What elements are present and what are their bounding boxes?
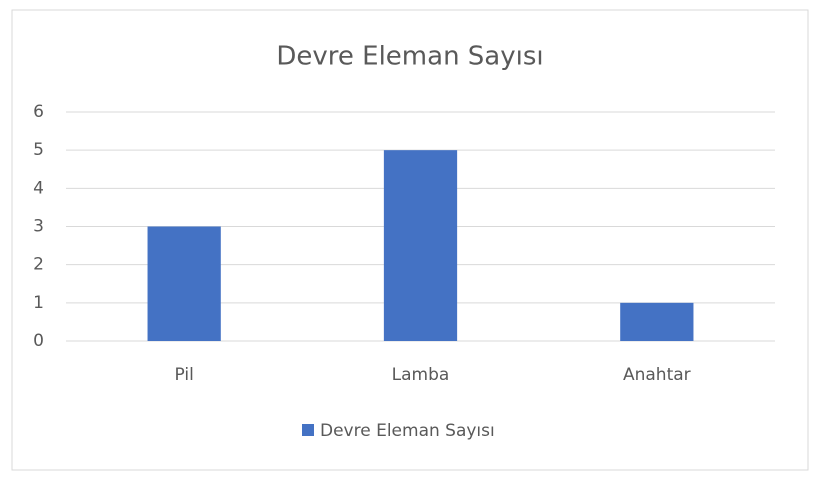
legend-label: Devre Eleman Sayısı xyxy=(320,421,495,441)
y-tick-label: 3 xyxy=(33,217,44,237)
y-tick-label: 4 xyxy=(33,178,44,198)
bar xyxy=(620,302,694,341)
x-tick-label: Pil xyxy=(175,365,194,385)
x-tick-label: Lamba xyxy=(392,365,450,385)
y-tick-label: 2 xyxy=(33,255,44,275)
y-tick-label: 5 xyxy=(33,140,44,160)
y-tick-label: 6 xyxy=(33,102,44,122)
legend-swatch xyxy=(302,424,314,436)
bar xyxy=(147,226,221,341)
chart-title: Devre Eleman Sayısı xyxy=(276,42,543,72)
x-tick-label: Anahtar xyxy=(623,365,691,385)
bar xyxy=(383,150,458,341)
y-tick-label: 1 xyxy=(33,293,44,313)
y-tick-label: 0 xyxy=(33,331,44,351)
